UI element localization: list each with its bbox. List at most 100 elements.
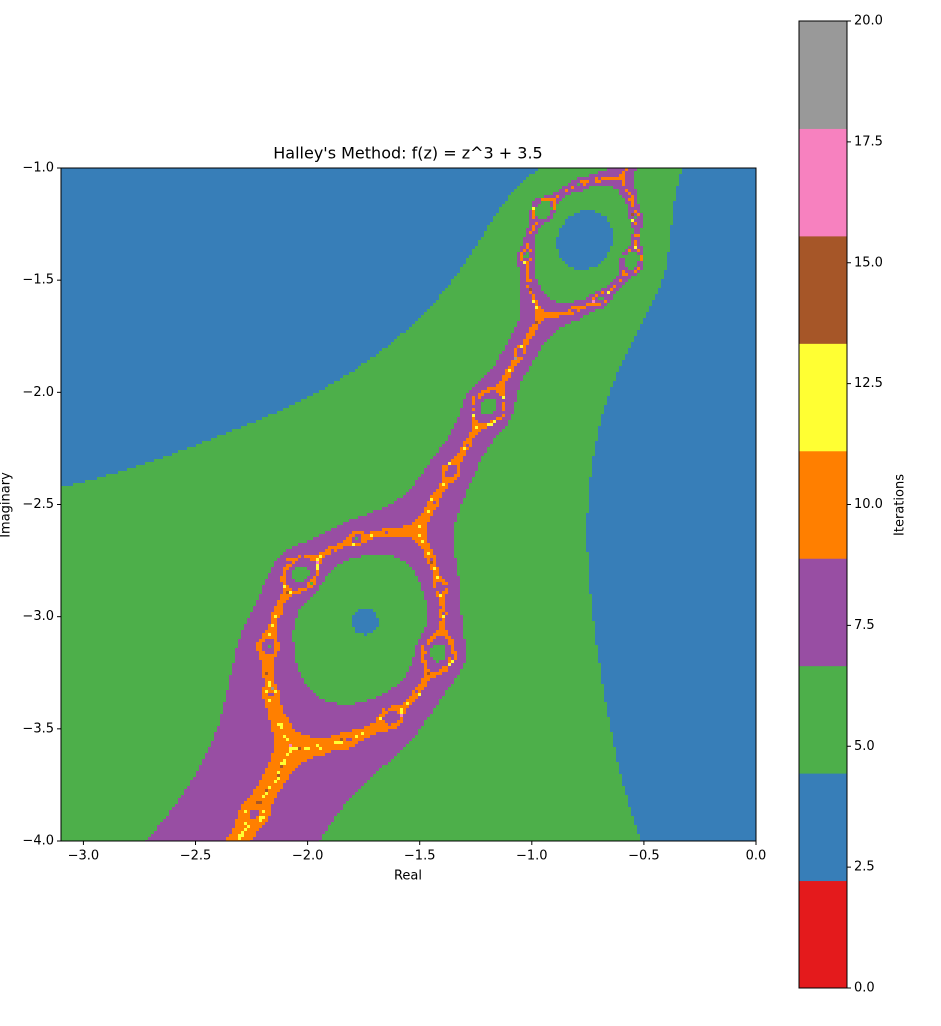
fractal-cell: [256, 834, 323, 838]
fractal-cell: [61, 753, 206, 757]
fractal-cell: [304, 747, 311, 751]
fractal-cell: [595, 621, 757, 625]
fractal-cell: [262, 690, 266, 694]
fractal-cell: [445, 600, 461, 604]
fractal-cell: [520, 384, 614, 388]
fractal-cell: [448, 462, 452, 466]
fractal-cell: [277, 777, 281, 781]
fractal-cell: [499, 357, 515, 361]
fractal-cell: [490, 444, 596, 448]
fractal-cell: [61, 831, 155, 835]
fractal-cell: [529, 219, 551, 223]
fractal-cell: [61, 699, 227, 703]
fractal-cell: [280, 555, 299, 559]
fractal-cell: [61, 807, 173, 811]
fractal-cell: [628, 351, 757, 355]
fractal-cell: [61, 480, 86, 484]
fractal-cell: [526, 348, 542, 352]
fractal-cell: [61, 732, 215, 736]
fractal-cell: [526, 351, 539, 355]
fractal-cell: [637, 201, 674, 205]
fractal-cell: [451, 282, 521, 286]
fractal-cell: [379, 768, 620, 772]
fractal-cell: [460, 609, 593, 613]
fractal-cell: [286, 576, 293, 580]
fractal-cell: [424, 672, 428, 676]
fractal-cell: [295, 567, 308, 571]
fractal-cell: [250, 615, 272, 619]
fractal-cell: [271, 807, 344, 811]
fractal-cell: [430, 642, 449, 646]
fractal-cell: [367, 540, 416, 544]
fractal-cell: [283, 783, 365, 787]
fractal-cell: [427, 612, 440, 616]
fractal-cell: [61, 801, 179, 805]
fractal-cell: [274, 732, 302, 736]
fractal-cell: [535, 333, 554, 337]
fractal-cell: [238, 810, 245, 814]
fractal-cell: [502, 429, 599, 433]
fractal-cell: [613, 381, 757, 385]
fractal-cell: [157, 828, 233, 832]
fractal-cell: [631, 810, 757, 814]
fractal-cell: [460, 411, 482, 415]
fractal-cell: [679, 180, 757, 184]
fractal-cell: [559, 195, 566, 199]
fractal-cell: [280, 777, 290, 781]
fractal-cell: [436, 555, 455, 559]
fractal-cell: [538, 228, 560, 232]
fractal-cell: [430, 516, 458, 520]
fractal-cell: [61, 192, 512, 196]
fractal-cell: [271, 786, 284, 790]
fractal-cell: [256, 642, 263, 646]
fractal-cell: [472, 480, 590, 484]
fractal-cell: [568, 189, 584, 193]
fractal-cell: [607, 300, 611, 304]
fractal-cell: [625, 171, 635, 175]
fractal-cell: [289, 777, 371, 781]
fractal-cell: [433, 552, 455, 556]
fractal-cell: [61, 615, 251, 619]
fractal-cell: [430, 714, 608, 718]
fractal-cell: [463, 405, 482, 409]
fractal-cell: [532, 213, 536, 217]
fractal-cell: [61, 231, 485, 235]
fractal-cell: [589, 492, 757, 496]
fractal-cell: [595, 294, 599, 298]
fractal-cell: [652, 300, 757, 304]
fractal-cell: [433, 303, 521, 307]
fractal-cell: [382, 348, 506, 352]
fractal-cell: [457, 573, 590, 577]
fractal-cell: [271, 753, 287, 757]
fractal-cell: [613, 384, 757, 388]
fractal-cell: [472, 417, 476, 421]
fractal-cell: [277, 618, 296, 622]
fractal-cell: [511, 417, 602, 421]
fractal-cell: [529, 369, 620, 373]
fractal-cell: [322, 837, 641, 841]
fractal-cell: [526, 267, 530, 271]
fractal-cell: [460, 447, 464, 451]
fractal-cell: [469, 435, 476, 439]
fractal-cell: [61, 738, 215, 742]
fractal-cell: [328, 573, 416, 577]
fractal-cell: [304, 603, 428, 607]
fractal-cell: [526, 345, 542, 349]
fractal-cell: [532, 210, 536, 214]
fractal-cell: [61, 309, 428, 313]
fractal-cell: [301, 591, 317, 595]
fractal-cell: [280, 690, 314, 694]
fractal-cell: [622, 183, 626, 187]
fractal-cell: [628, 210, 635, 214]
fractal-cell: [604, 687, 757, 691]
fractal-cell: [421, 525, 428, 529]
fractal-cell: [598, 438, 757, 442]
fractal-cell: [61, 264, 464, 268]
fractal-cell: [61, 573, 269, 577]
fractal-cell: [61, 378, 341, 382]
fractal-cell: [427, 642, 431, 646]
fractal-cell: [319, 585, 422, 589]
fractal-cell: [421, 681, 428, 685]
fractal-cell: [598, 426, 757, 430]
fractal-cell: [439, 576, 443, 580]
